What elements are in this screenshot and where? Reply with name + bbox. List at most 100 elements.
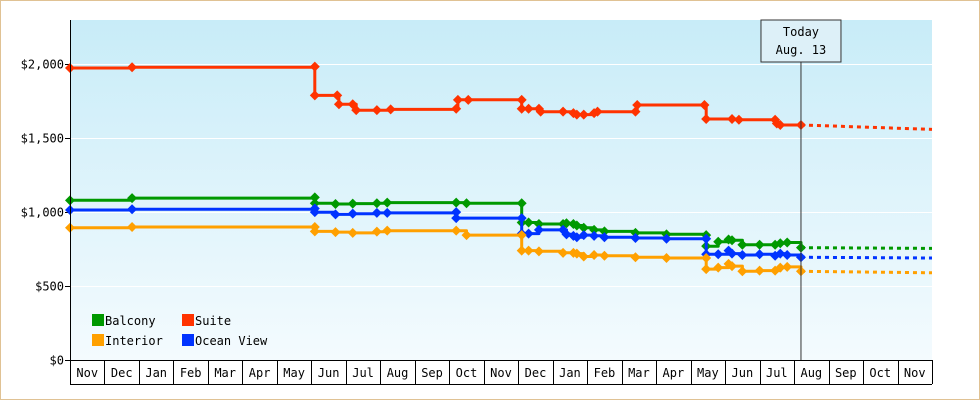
data-point: [463, 94, 474, 105]
today-date: Aug. 13: [776, 43, 827, 57]
y-tick-label: $2,000: [21, 58, 64, 72]
data-point: [451, 207, 462, 218]
data-point: [351, 105, 362, 116]
data-point: [561, 229, 572, 240]
x-tick-label: Aug: [387, 366, 409, 380]
data-point: [382, 225, 393, 236]
x-tick-label: Jul: [352, 366, 374, 380]
data-point: [309, 207, 320, 218]
data-point: [461, 230, 472, 241]
legend-label: Balcony: [105, 314, 156, 328]
data-point: [516, 213, 527, 224]
legend-swatch: [182, 314, 194, 326]
data-point: [578, 251, 589, 262]
x-tick-label: Oct: [869, 366, 891, 380]
data-point: [333, 99, 344, 110]
data-point: [701, 253, 712, 263]
data-point: [661, 233, 672, 244]
data-point: [332, 90, 343, 101]
data-point: [578, 230, 589, 241]
data-point: [589, 250, 600, 261]
data-point: [701, 233, 712, 244]
data-point: [516, 198, 527, 209]
data-point: [127, 62, 138, 73]
data-point: [452, 94, 463, 105]
data-point: [330, 209, 341, 220]
data-point: [523, 217, 534, 228]
data-point: [782, 261, 793, 272]
x-axis: Nov Dec Jan Feb Mar Apr May Jun Jul Aug Sep Oct Nov D…: [70, 360, 933, 385]
data-point: [737, 239, 748, 250]
data-point: [733, 114, 744, 125]
data-point: [347, 227, 358, 238]
forecast-line: [800, 255, 933, 260]
data-point: [727, 235, 738, 246]
data-point: [599, 226, 610, 237]
today-label: Today: [783, 25, 819, 39]
x-tick-label: Jan: [145, 366, 167, 380]
data-point: [632, 100, 643, 110]
legend-swatch: [92, 334, 104, 346]
data-point: [589, 224, 600, 235]
data-point: [561, 218, 572, 229]
data-point: [630, 252, 641, 263]
data-point: [775, 262, 786, 273]
data-point: [727, 261, 738, 272]
data-point: [385, 104, 396, 115]
x-tick-label: Sep: [835, 366, 857, 380]
data-point: [713, 262, 724, 273]
x-tick-label: Dec: [111, 366, 133, 380]
data-point: [558, 247, 569, 258]
data-point: [533, 224, 544, 235]
data-point: [523, 103, 534, 114]
x-tick-label: Sep: [421, 366, 443, 380]
data-point: [347, 198, 358, 209]
data-point: [127, 204, 138, 215]
legend-label: Interior: [105, 334, 163, 348]
data-point: [516, 245, 527, 256]
data-point: [127, 193, 138, 204]
data-point: [599, 232, 610, 243]
legend-label: Suite: [195, 314, 231, 328]
data-point: [589, 230, 600, 241]
x-tick-label: Oct: [456, 366, 478, 380]
data-point: [737, 266, 748, 277]
x-tick-label: Nov: [904, 366, 926, 380]
y-tick-label: $0: [50, 354, 64, 368]
data-point: [330, 199, 341, 210]
data-point: [558, 106, 569, 117]
data-point: [737, 250, 748, 261]
x-tick-label: May: [283, 366, 305, 380]
data-point: [592, 106, 603, 117]
data-point: [371, 105, 382, 116]
data-point: [371, 207, 382, 218]
data-point: [754, 239, 765, 250]
series-group: [65, 61, 933, 277]
data-point: [699, 100, 710, 110]
data-point: [630, 227, 641, 238]
data-point: [782, 237, 793, 248]
data-point: [754, 249, 765, 260]
data-point: [309, 192, 320, 203]
today-marker: Today Aug. 13: [760, 19, 842, 360]
data-point: [309, 226, 320, 237]
data-point: [371, 198, 382, 209]
x-tick-label: Feb: [594, 366, 616, 380]
data-point: [713, 249, 724, 260]
data-point: [516, 103, 527, 114]
data-point: [330, 227, 341, 238]
x-tick-label: Jul: [766, 366, 788, 380]
x-tick-label: Feb: [180, 366, 202, 380]
x-tick-label: Apr: [663, 366, 685, 380]
data-point: [775, 119, 786, 130]
data-point: [309, 198, 320, 209]
data-point: [451, 213, 462, 224]
data-point: [630, 233, 641, 244]
data-point: [523, 245, 534, 256]
data-point: [309, 61, 320, 72]
data-point: [535, 106, 546, 117]
data-point: [701, 264, 712, 275]
data-point: [701, 114, 712, 125]
data-point: [727, 114, 738, 125]
